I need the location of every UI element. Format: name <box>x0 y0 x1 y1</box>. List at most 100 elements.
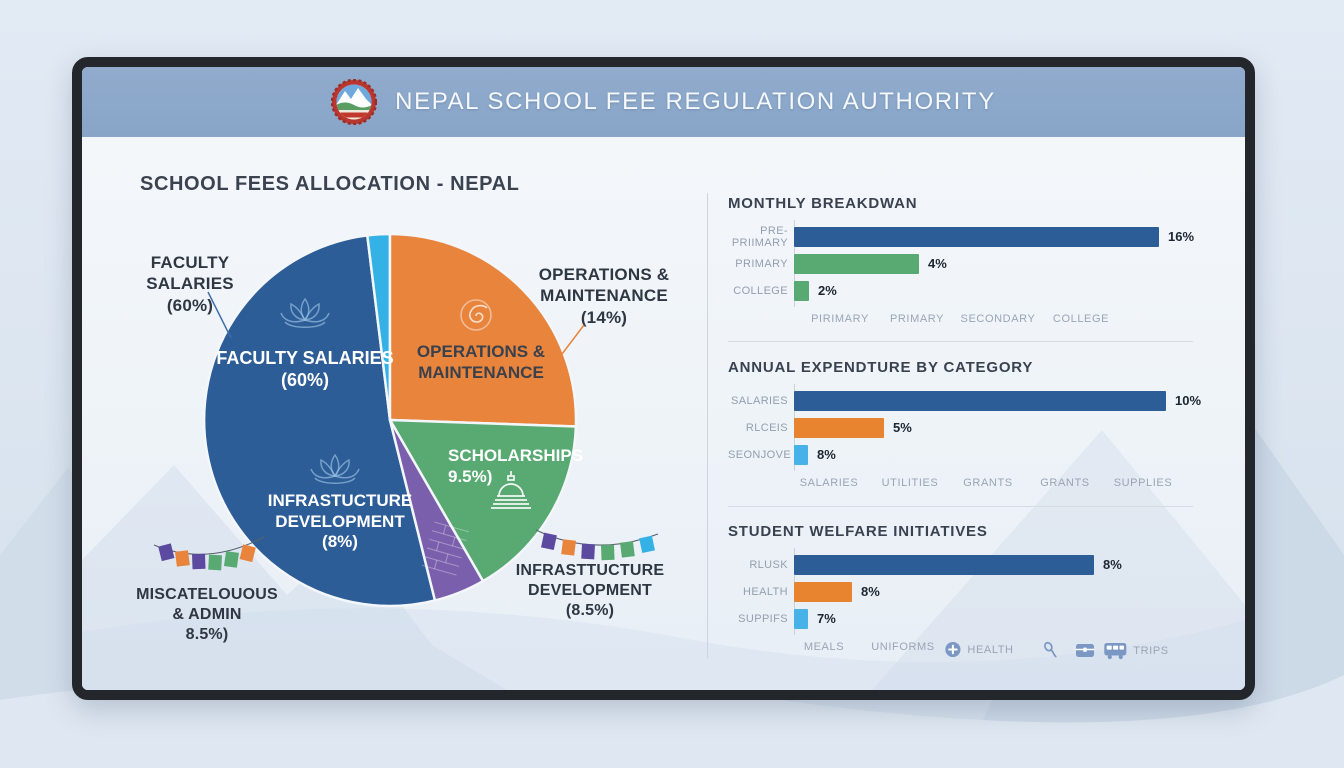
x-axis: MEALS UNIFORMS HEALTH TRIPS <box>728 641 1208 660</box>
bar-rows: RLUSK 8% HEALTH 8% SUPPIFS 7% <box>728 548 1208 635</box>
prayer-flag <box>620 541 635 558</box>
pie-svg <box>202 232 578 608</box>
bar <box>794 280 809 301</box>
prayer-flag <box>541 532 557 551</box>
prayer-flag <box>158 543 175 562</box>
bar-row: SEONJOVE 8% <box>728 441 1208 468</box>
x-axis-label: HEALTH <box>944 641 1013 658</box>
prayer-flag <box>639 535 655 554</box>
chart-annual-expenditure: ANNUAL EXPENDTURE BY CATEGORY SALARIES 10… <box>728 359 1208 493</box>
leader-line-faculty <box>207 291 232 339</box>
bar-value: 7% <box>817 611 836 626</box>
bar-row-label: RLCEIS <box>745 421 788 434</box>
x-axis-text: SECONDARY <box>960 313 1036 325</box>
callout-infrastructure: INFRASTTUCTURE DEVELOPMENT (8.5%) <box>515 562 665 620</box>
x-axis-label <box>1075 641 1095 658</box>
prayer-flag <box>239 544 256 563</box>
x-axis-text: HEALTH <box>967 643 1014 656</box>
bar-rows: SALARIES 10% RLCEIS 5% SEONJOVE 8% <box>728 384 1208 471</box>
x-axis-label: GRANTS <box>1040 477 1089 489</box>
x-axis-label: TRIPS <box>1103 641 1168 660</box>
x-axis: SALARIES UTILITIES GRANTS GRANTS SUPPLIES <box>728 477 1208 493</box>
prayer-flags-left <box>153 536 265 571</box>
x-axis-text: UNIFORMS <box>871 641 935 653</box>
brick-pattern-icon <box>421 521 470 576</box>
bus-icon <box>1103 641 1127 660</box>
prayer-flag <box>561 539 576 556</box>
bar-value: 4% <box>928 256 947 271</box>
x-axis-text: MEALS <box>803 641 845 653</box>
chest-icon <box>1075 641 1095 658</box>
pie-slice-faculty-salaries <box>202 234 437 608</box>
x-axis-text: COLLEGE <box>1052 313 1110 325</box>
bar <box>794 253 919 274</box>
pie-slice-scholarships <box>388 418 578 583</box>
chart-title: STUDENT WELFARE INITIATIVES <box>728 523 988 540</box>
bar <box>794 417 884 438</box>
bar-row-label: COLLEGE <box>733 284 788 297</box>
bar <box>794 581 852 602</box>
bar-row: RLUSK 8% <box>728 551 1208 578</box>
chart-title: ANNUAL EXPENDTURE BY CATEGORY <box>728 359 1034 376</box>
leader-line-operations <box>558 324 585 359</box>
callout-misc: MISCATELOUOUS & ADMIN 8.5%) <box>136 586 278 644</box>
x-axis-label: PRIMARY <box>890 313 944 325</box>
dashboard-screen: NEPAL SCHOOL FEE REGULATION AUTHORITY SC… <box>82 67 1245 690</box>
chart-title: MONTHLY BREAKDWAN <box>728 195 918 212</box>
x-axis-text: GRANTS <box>1040 477 1090 489</box>
bar <box>794 390 1166 411</box>
chart-student-welfare: STUDENT WELFARE INITIATIVES RLUSK 8% HEALT… <box>728 523 1208 660</box>
x-axis-label: PIRIMARY <box>811 313 869 325</box>
bar-row: PRE-PRIIMARY 16% <box>728 223 1208 250</box>
bar-row: COLLEGE 2% <box>728 277 1208 304</box>
bar-row-label: SALARIES <box>730 394 788 407</box>
x-axis-label: MEALS <box>804 641 844 653</box>
callout-operations: OPERATIONS & MAINTENANCE (14%) <box>538 265 670 327</box>
x-axis-text: GRANTS <box>963 477 1013 489</box>
bar-row-label: HEALTH <box>743 585 788 598</box>
prayer-flag <box>208 554 222 571</box>
x-axis-label: SUPPLIES <box>1114 477 1173 489</box>
monitor-frame: NEPAL SCHOOL FEE REGULATION AUTHORITY SC… <box>72 57 1255 700</box>
bar-row-label: RLUSK <box>749 558 788 571</box>
prayer-flag <box>223 551 239 568</box>
section-separator <box>728 341 1193 342</box>
pie-label-infrastructure: INFRASTUCTURE DEVELOPMENT (8%) <box>267 491 413 552</box>
pie-chart-title: SCHOOL FEES ALLOCATION - NEPAL <box>140 173 520 195</box>
pie-label-faculty: FACULTY SALARIES (60%) <box>216 348 394 390</box>
x-axis-label: SECONDARY <box>961 313 1036 325</box>
x-axis-text: SALARIES <box>799 477 859 489</box>
page-title: NEPAL SCHOOL FEE REGULATION AUTHORITY <box>395 88 996 115</box>
bar-row: SALARIES 10% <box>728 387 1208 414</box>
bar-rows: PRE-PRIIMARY 16% PRIMARY 4% COLLEGE 2% <box>728 220 1208 307</box>
pie-chart: FACULTY SALARIES (60%) OPERATIONS & MAIN… <box>202 232 583 608</box>
x-axis-label: COLLEGE <box>1053 313 1109 325</box>
bar-value: 16% <box>1168 229 1195 244</box>
prayer-flag <box>192 553 206 570</box>
x-axis-label <box>1043 641 1062 660</box>
panel-divider <box>707 193 708 658</box>
lotus-icon <box>310 453 360 484</box>
spiral-icon <box>460 299 492 331</box>
bar <box>794 608 808 629</box>
bar-row-label: SEONJOVE <box>728 448 792 461</box>
x-axis-label: GRANTS <box>963 477 1012 489</box>
x-axis-text: UTILITIES <box>881 477 939 489</box>
bar-value: 8% <box>817 447 836 462</box>
x-axis-label: UNIFORMS <box>871 641 934 653</box>
bar <box>794 554 1094 575</box>
x-axis-text: SUPPLIES <box>1113 477 1173 489</box>
chart-monthly-breakdown: MONTHLY BREAKDWAN PRE-PRIIMARY 16% PRIMARY… <box>728 195 1208 329</box>
x-axis-text: TRIPS <box>1133 644 1169 657</box>
bar-row: SUPPIFS 7% <box>728 605 1208 632</box>
bar-row-label: SUPPIFS <box>738 612 788 625</box>
pie-label-scholarships: SCHOLARSHIPS 9.5%) <box>448 446 584 486</box>
nepal-emblem-icon <box>331 79 378 125</box>
bar-row: HEALTH 8% <box>728 578 1208 605</box>
x-axis: PIRIMARY PRIMARY SECONDARY COLLEGE <box>728 313 1208 329</box>
bar-value: 8% <box>861 584 880 599</box>
stupa-icon <box>491 471 531 509</box>
bar-value: 5% <box>893 420 912 435</box>
lotus-icon <box>280 297 330 328</box>
bar-row-label: PRE-PRIIMARY <box>731 224 788 249</box>
